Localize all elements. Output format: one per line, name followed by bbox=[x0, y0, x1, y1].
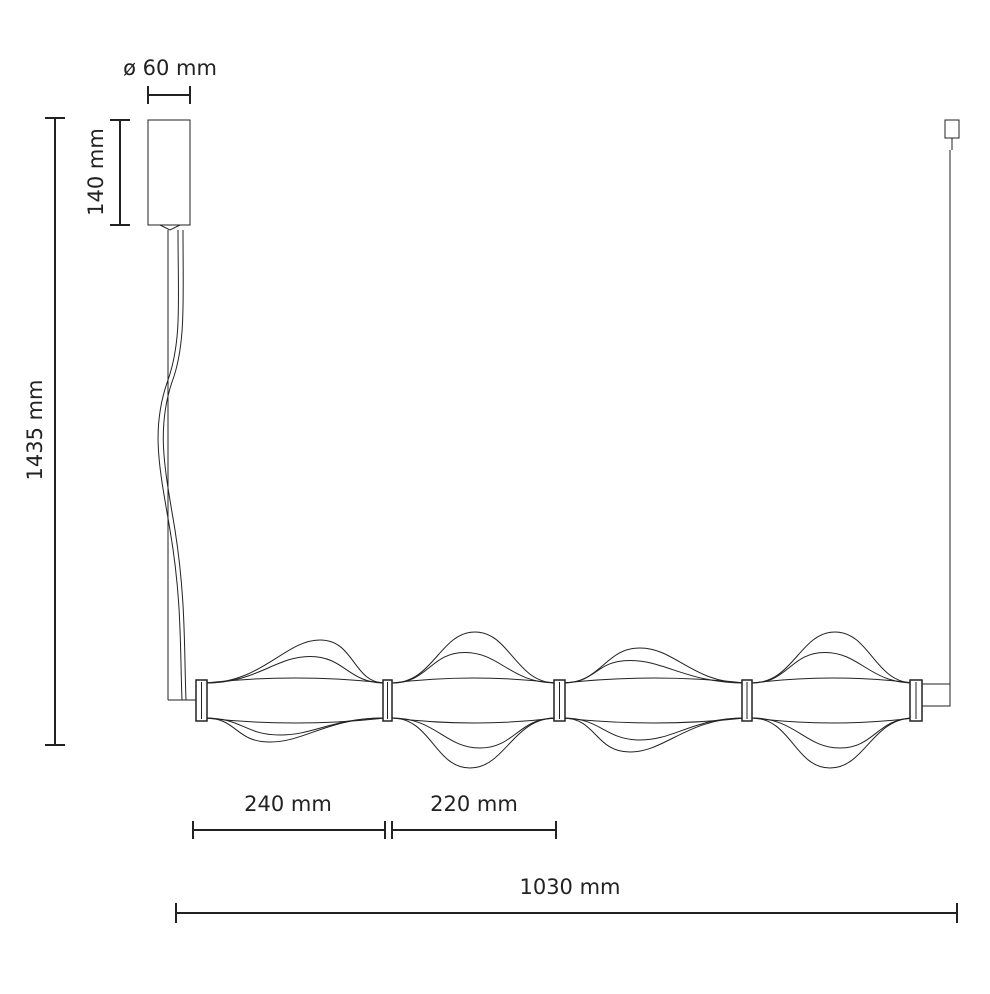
shade bbox=[562, 677, 746, 724]
wave bbox=[391, 651, 557, 684]
segment-label: 220 mm bbox=[430, 792, 518, 816]
lamp-suspension bbox=[147, 119, 960, 707]
wave bbox=[751, 717, 915, 769]
lamp-body bbox=[195, 631, 923, 769]
dim-segments: 240 mm 220 mm bbox=[192, 792, 557, 839]
shade bbox=[391, 677, 557, 724]
wave bbox=[391, 631, 557, 684]
wave bbox=[751, 651, 915, 684]
wave bbox=[391, 717, 557, 749]
wave bbox=[751, 717, 915, 749]
dim-total-length: 1030 mm bbox=[175, 875, 958, 923]
wave bbox=[204, 655, 386, 684]
shade bbox=[204, 677, 386, 724]
wave bbox=[751, 631, 915, 684]
dim-diameter: ø 60 mm bbox=[123, 56, 217, 104]
wave bbox=[204, 639, 386, 684]
total-height-label: 1435 mm bbox=[23, 379, 47, 480]
wave bbox=[562, 659, 746, 684]
wave bbox=[391, 717, 557, 769]
dim-canopy-height: 140 mm bbox=[84, 119, 130, 226]
wave bbox=[562, 717, 746, 753]
total-length-label: 1030 mm bbox=[519, 875, 620, 899]
shade bbox=[751, 677, 915, 724]
dim-total-height: 1435 mm bbox=[23, 117, 65, 746]
wave bbox=[204, 717, 386, 743]
diameter-label: ø 60 mm bbox=[123, 56, 217, 80]
canopy-height-label: 140 mm bbox=[84, 128, 108, 216]
end-segment-label: 240 mm bbox=[244, 792, 332, 816]
wave bbox=[562, 717, 746, 741]
